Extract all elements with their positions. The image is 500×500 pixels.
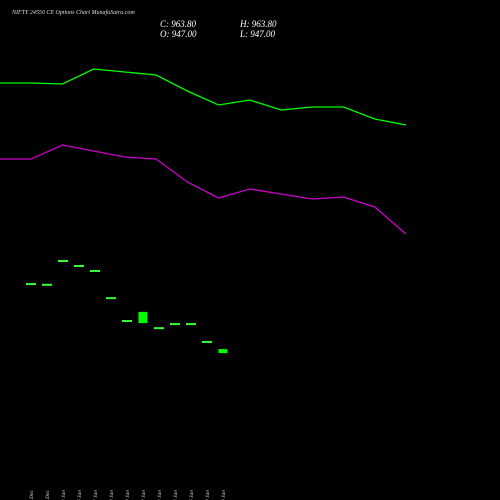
x-tick-label: 03 Jan (61, 490, 67, 500)
line-series (0, 144, 407, 235)
x-tick-label: 06 Jan (77, 490, 83, 500)
line-series (0, 68, 407, 126)
ohlc-close: C: 963.80 (160, 19, 197, 29)
x-tick-label: 08 Jan (109, 490, 115, 500)
x-tick-label: 29 Dec (29, 489, 35, 500)
chart-title: NIFTY 24550 CE Options Chart MunafaSutra… (11, 9, 135, 16)
candle-body (42, 283, 52, 286)
x-tick-label: 12 Jan (141, 490, 147, 500)
candle-body (106, 297, 116, 300)
ohlc-open: O: 947.00 (160, 29, 197, 39)
candle-body (122, 320, 132, 322)
x-tick-label: 07 Jan (93, 490, 99, 500)
ohlc-low: L: 947.00 (239, 29, 276, 39)
candle-body (58, 260, 68, 262)
x-tick-label: 16 Jan (189, 490, 195, 500)
ohlc-high: H: 963.80 (239, 19, 277, 29)
x-tick-label: 14 Jan (172, 490, 179, 500)
candle-body (26, 283, 36, 286)
candle-body (202, 340, 212, 343)
candle-body (170, 323, 180, 326)
candle-body (218, 349, 228, 354)
candle-body (154, 327, 164, 330)
candle-body (90, 270, 100, 272)
candle-body (138, 311, 148, 324)
x-tick-label: 19 Jan (205, 490, 211, 500)
x-tick-label: 09 Jan (125, 490, 131, 500)
candle-body (74, 265, 84, 267)
x-tick-label: 13 Jan (157, 490, 163, 500)
candle-body (186, 323, 196, 326)
x-tick-label: 20 Jan (221, 490, 227, 500)
x-tick-label: 30 Dec (45, 489, 51, 500)
